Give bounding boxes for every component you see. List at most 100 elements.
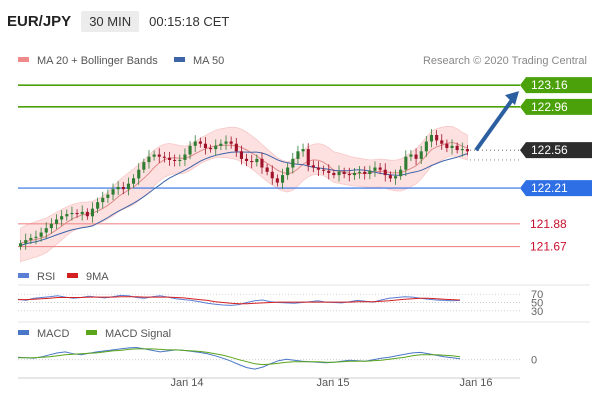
candle-body bbox=[168, 157, 172, 160]
candle-body bbox=[106, 194, 110, 198]
ma9-line bbox=[18, 296, 461, 305]
candle-body bbox=[214, 145, 218, 150]
candle-body bbox=[209, 148, 213, 150]
candle-body bbox=[183, 154, 187, 160]
candle-body bbox=[70, 213, 74, 215]
candle-body bbox=[358, 171, 362, 173]
candle-body bbox=[198, 141, 202, 144]
candle-body bbox=[296, 151, 300, 159]
candle-body bbox=[157, 154, 161, 157]
candles bbox=[19, 129, 469, 250]
candle-body bbox=[90, 208, 94, 217]
bollinger-bands bbox=[20, 125, 468, 263]
candle-body bbox=[245, 158, 249, 161]
price-levels bbox=[18, 84, 520, 248]
candle-body bbox=[316, 167, 320, 170]
macd-legend-label: MACD bbox=[37, 328, 69, 340]
timeframe-badge[interactable]: 30 MIN bbox=[81, 10, 140, 32]
resistance-2-badge bbox=[520, 77, 592, 94]
rsi-line bbox=[17, 294, 461, 306]
candle-body bbox=[445, 143, 449, 148]
candle-body bbox=[65, 214, 69, 217]
forecast-arrow-head bbox=[505, 91, 519, 106]
ma20-legend-label: MA 20 + Bollinger Bands bbox=[37, 55, 158, 67]
support-3-label: 121.67 bbox=[530, 240, 567, 254]
candle-body bbox=[399, 169, 403, 177]
candle-body bbox=[291, 158, 295, 168]
candle-body bbox=[116, 187, 120, 190]
moving-averages bbox=[20, 141, 468, 246]
candle-body bbox=[332, 172, 336, 176]
ma9-legend-label: 9MA bbox=[86, 271, 109, 283]
candle-body bbox=[342, 171, 346, 174]
candle-body bbox=[450, 145, 454, 148]
candle-body bbox=[465, 149, 469, 152]
candle-body bbox=[414, 154, 418, 159]
current-price-label: 122.56 bbox=[531, 143, 568, 157]
candle-body bbox=[75, 213, 79, 215]
candle-body bbox=[188, 145, 192, 155]
x-axis: Jan 14 Jan 15 Jan 16 bbox=[170, 377, 492, 389]
candle-body bbox=[34, 236, 38, 238]
candle-body bbox=[55, 219, 59, 224]
candle-body bbox=[455, 145, 459, 151]
candle-body bbox=[306, 149, 310, 166]
candle-body bbox=[270, 171, 274, 179]
ma9-legend-swatch bbox=[67, 273, 78, 278]
forecast-arrow-shaft bbox=[474, 96, 516, 152]
candle-body bbox=[301, 149, 305, 152]
candle-body bbox=[383, 169, 387, 176]
credit-label: Research © 2020 Trading Central bbox=[423, 55, 587, 67]
candle-body bbox=[24, 240, 28, 244]
current-price-badge bbox=[520, 142, 592, 159]
candle-body bbox=[101, 197, 105, 203]
support-1-badge bbox=[520, 180, 592, 197]
candle-body bbox=[409, 154, 413, 157]
rsi-legend-label: RSI bbox=[37, 271, 55, 283]
candle-body bbox=[429, 135, 433, 142]
candle-body bbox=[224, 141, 228, 144]
candle-body bbox=[388, 175, 392, 179]
candle-body bbox=[378, 167, 382, 170]
candle-body bbox=[80, 211, 84, 215]
resistance-2-label: 123.16 bbox=[531, 78, 568, 92]
candle-body bbox=[260, 158, 264, 168]
candle-body bbox=[234, 143, 238, 152]
candle-body bbox=[142, 162, 146, 170]
candle-body bbox=[19, 243, 23, 247]
candle-body bbox=[121, 187, 125, 190]
candle-body bbox=[419, 151, 423, 159]
candle-body bbox=[178, 159, 182, 161]
rsi-level-label-30: 30 bbox=[531, 306, 543, 318]
ma50-line bbox=[20, 151, 468, 246]
candle-body bbox=[152, 154, 156, 157]
macd-zero-label: 0 bbox=[531, 355, 537, 367]
macd-signal-legend-label: MACD Signal bbox=[105, 328, 171, 340]
candle-body bbox=[404, 156, 408, 170]
candle-body bbox=[281, 175, 285, 183]
x-tick-label: Jan 15 bbox=[316, 377, 349, 389]
candle-body bbox=[60, 216, 64, 220]
candle-body bbox=[193, 141, 197, 146]
rsi-level-label-70: 70 bbox=[531, 289, 543, 301]
candle-body bbox=[286, 167, 290, 176]
candle-body bbox=[229, 141, 233, 144]
candle-body bbox=[265, 167, 269, 172]
candle-body bbox=[394, 176, 398, 179]
candle-body bbox=[85, 211, 89, 217]
ma50-legend-swatch bbox=[174, 57, 185, 62]
candle-body bbox=[435, 135, 439, 141]
candle-body bbox=[337, 171, 341, 176]
resistance-1-label: 122.96 bbox=[531, 100, 568, 114]
bollinger-band-area bbox=[20, 125, 468, 263]
candle-body bbox=[424, 141, 428, 152]
ma20-legend-swatch bbox=[18, 57, 29, 62]
support-2-label: 121.88 bbox=[530, 217, 567, 231]
header: EUR/JPY 30 MIN 00:15:18 CET bbox=[7, 10, 229, 32]
candle-body bbox=[368, 170, 372, 174]
rsi-legend-swatch bbox=[18, 273, 29, 278]
forecast-arrow bbox=[474, 91, 519, 152]
candle-body bbox=[352, 172, 356, 176]
